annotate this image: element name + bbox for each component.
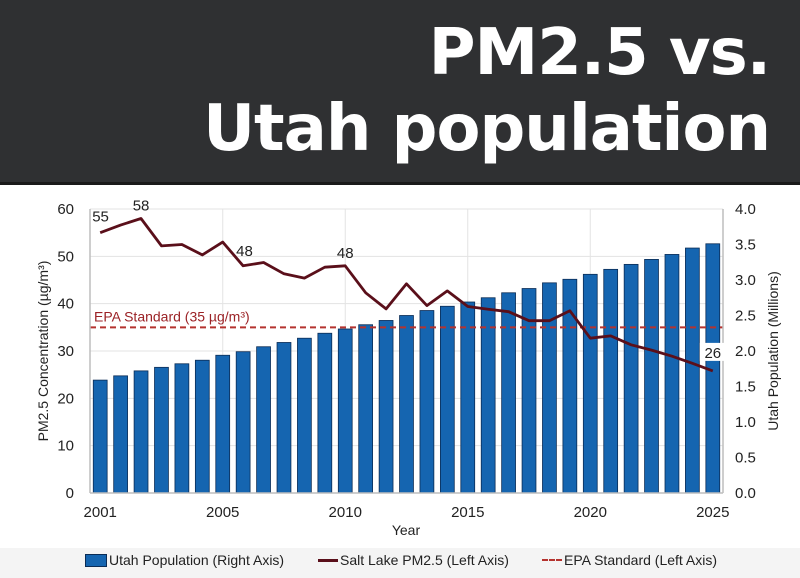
population-bar <box>92 379 108 494</box>
population-bar <box>685 247 700 494</box>
pm25-data-label: 48 <box>236 243 253 260</box>
y-tick-left: 30 <box>57 343 74 360</box>
title-line-2: Utah population <box>203 92 771 166</box>
x-axis-title: Year <box>392 522 421 538</box>
population-bar <box>644 259 659 494</box>
population-bar <box>501 292 516 494</box>
population-bar <box>623 263 639 494</box>
population-bar <box>235 351 251 494</box>
x-tick-label: 2010 <box>329 504 362 521</box>
x-tick-label: 2001 <box>84 504 117 521</box>
y-tick-right: 3.5 <box>735 237 756 254</box>
pm25-data-label: 58 <box>133 197 150 214</box>
data-label-bg <box>699 342 726 361</box>
x-tick-label: 2005 <box>206 504 239 521</box>
legend-swatch-line <box>318 558 338 562</box>
legend-label-epa: EPA Standard (Left Axis) <box>564 552 718 568</box>
population-bar <box>215 354 231 494</box>
population-bar <box>154 366 169 494</box>
pm25-polyline <box>99 217 714 373</box>
legend-swatch-dashed <box>542 559 562 561</box>
population-bar <box>664 254 680 494</box>
y-tick-right: 3.0 <box>735 272 756 289</box>
pm25-data-label: 26 <box>704 345 721 362</box>
population-bar <box>358 324 374 494</box>
x-tick-label: 2015 <box>451 504 484 521</box>
population-bar <box>276 342 292 494</box>
y-tick-left: 50 <box>57 248 74 265</box>
y-tick-left: 40 <box>57 296 74 313</box>
epa-label: EPA Standard (35 µg/m³) <box>94 308 250 324</box>
population-bar <box>194 359 210 494</box>
legend: Utah Population (Right Axis) Salt Lake P… <box>0 548 800 578</box>
population-bar <box>582 273 598 494</box>
y-tick-left: 60 <box>57 201 74 218</box>
population-bars <box>92 243 721 494</box>
y-tick-right: 2.5 <box>735 308 756 325</box>
title-banner: PM2.5 vs. Utah population <box>0 0 800 185</box>
population-bar <box>603 268 619 494</box>
population-bar <box>399 315 414 494</box>
x-tick-label: 2025 <box>696 504 729 521</box>
y-tick-right: 2.0 <box>735 343 756 360</box>
pm25-data-label: 55 <box>92 209 109 226</box>
population-bar <box>133 370 149 494</box>
legend-item-population: Utah Population (Right Axis) <box>85 552 284 568</box>
legend-swatch-bar <box>85 553 107 567</box>
population-bar <box>460 301 476 494</box>
legend-item-pm25: Salt Lake PM2.5 (Left Axis) <box>318 552 509 568</box>
pm25-line <box>99 217 714 373</box>
y-tick-left: 20 <box>57 390 74 407</box>
population-bar <box>113 375 128 494</box>
population-bar <box>337 328 353 494</box>
population-bar <box>378 320 394 494</box>
y-tick-right: 4.0 <box>735 201 756 218</box>
chart-area: 0 10 20 30 40 50 60 0.0 0.5 1.0 1.5 2.0 2.5 3.0 3.5 4.0… <box>35 197 781 538</box>
population-bar <box>317 332 333 494</box>
y-tick-right: 1.5 <box>735 379 756 396</box>
pm25-data-label: 48 <box>337 245 354 262</box>
y-tick-left: 10 <box>57 438 74 455</box>
legend-label-pm25: Salt Lake PM2.5 (Left Axis) <box>340 552 509 568</box>
legend-item-epa: EPA Standard (Left Axis) <box>542 552 717 568</box>
population-bar <box>439 305 455 494</box>
data-labels: EPA Standard (35 µg/m³) 55 58 48 48 26 <box>92 197 726 362</box>
y-tick-right: 0.5 <box>735 450 756 467</box>
title-line-1: PM2.5 vs. <box>428 16 771 90</box>
population-bar <box>542 282 557 494</box>
legend-label-population: Utah Population (Right Axis) <box>109 552 285 568</box>
y-axis-left-title: PM2.5 Concentration (µg/m³) <box>35 261 51 442</box>
population-bar <box>419 310 435 494</box>
y-axis-right-title: Utah Population (Millions) <box>765 271 781 431</box>
y-tick-right: 0.0 <box>735 485 756 502</box>
x-tick-label: 2020 <box>574 504 607 521</box>
population-bar <box>297 337 312 494</box>
y-tick-right: 1.0 <box>735 414 756 431</box>
y-tick-left: 0 <box>66 485 74 502</box>
population-bar <box>256 346 271 494</box>
population-bar <box>174 363 190 494</box>
